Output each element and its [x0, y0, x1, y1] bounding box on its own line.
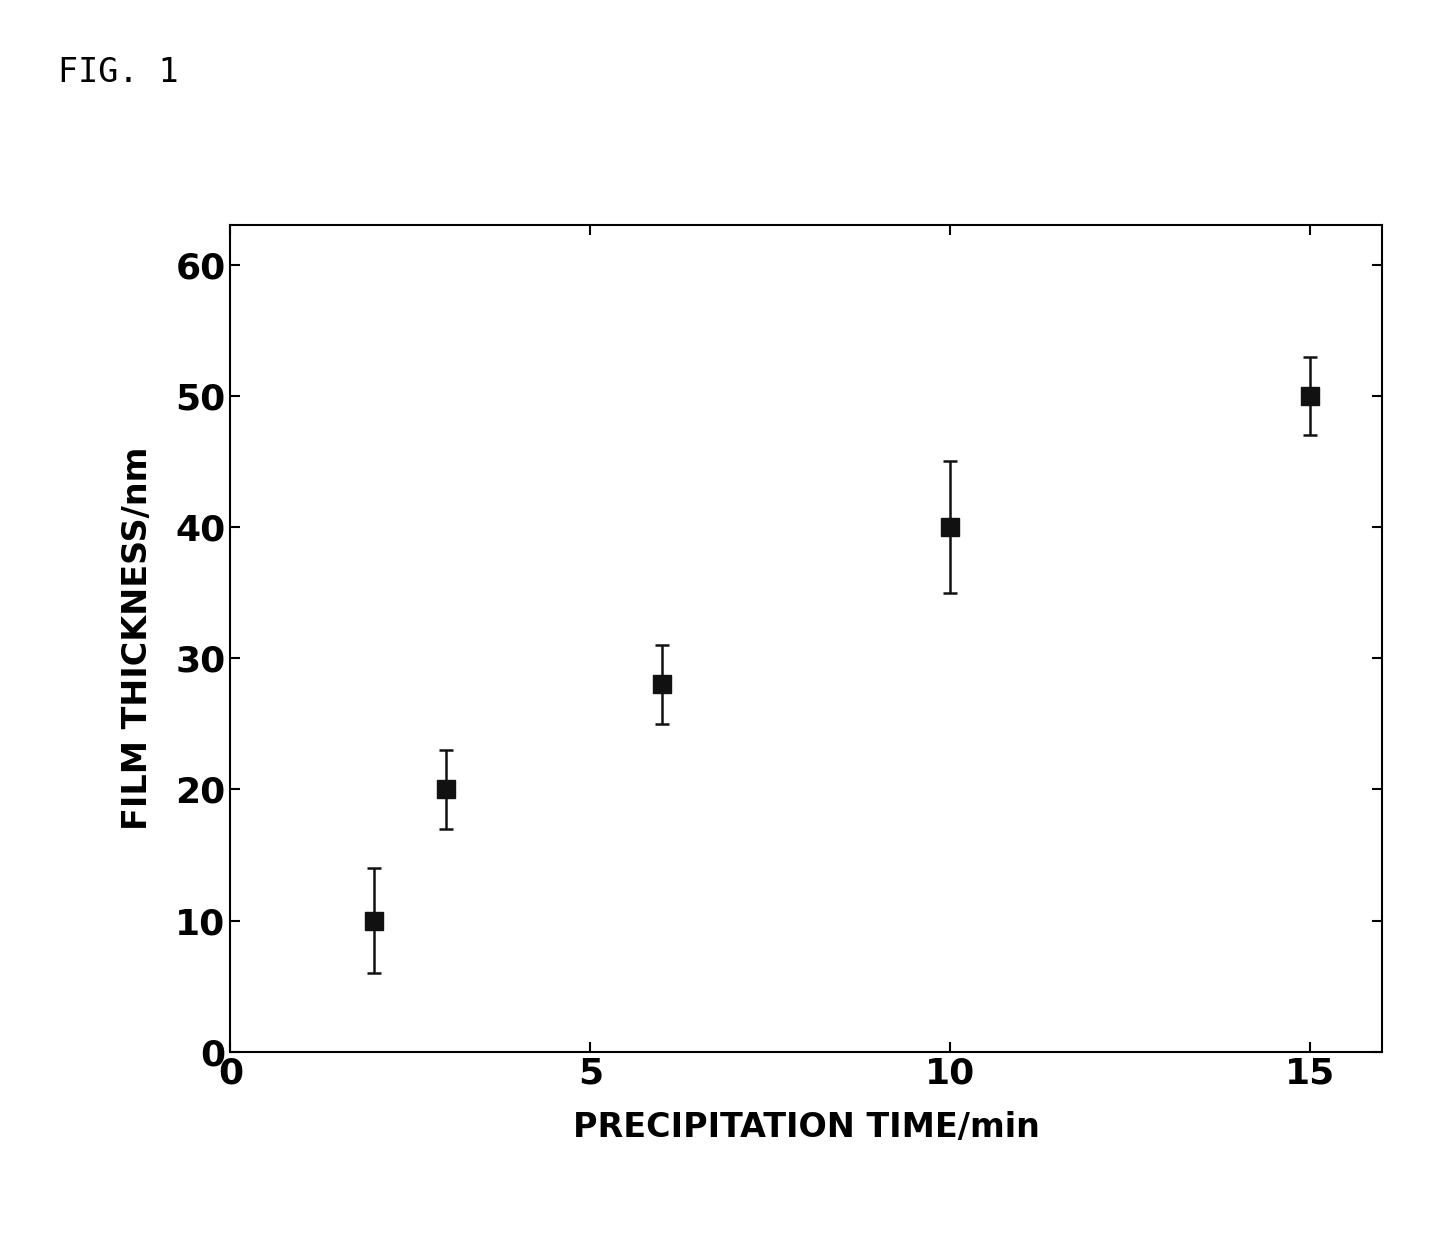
X-axis label: PRECIPITATION TIME/min: PRECIPITATION TIME/min — [573, 1112, 1040, 1144]
Y-axis label: FILM THICKNESS/nm: FILM THICKNESS/nm — [121, 447, 154, 830]
Text: FIG. 1: FIG. 1 — [58, 56, 179, 89]
